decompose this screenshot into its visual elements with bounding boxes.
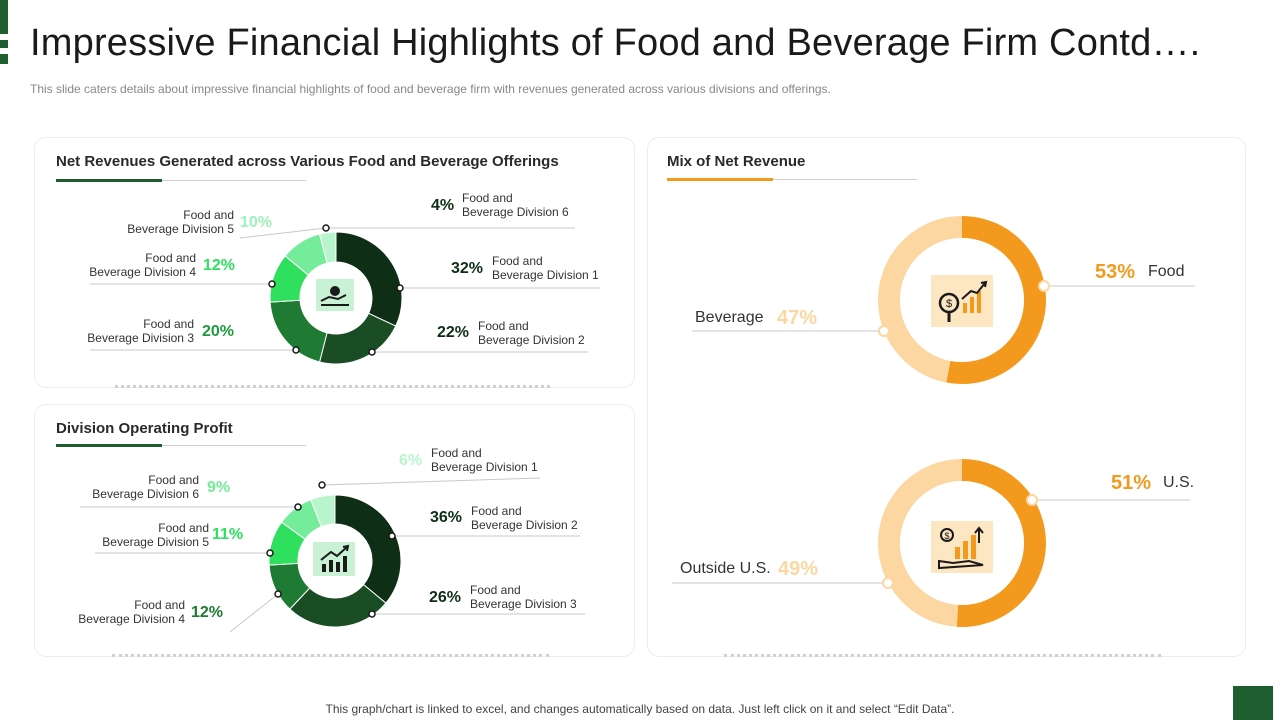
slice-value-op-d6: 9%: [207, 479, 231, 496]
slice-label-d1: Food and Beverage Division 1: [492, 254, 599, 282]
donut-slice: [878, 459, 962, 627]
slice-value-op-d5: 11%: [212, 526, 244, 543]
slice-label-op-d2: Food and Beverage Division 2: [471, 504, 578, 532]
slice-label-d6: Food and Beverage Division 6: [462, 191, 569, 219]
leader-dot: [1038, 280, 1050, 292]
leader-dot: [882, 577, 894, 589]
beverage-label: Beverage: [695, 309, 764, 326]
slice-label-d3: Food and Beverage Division 3: [87, 317, 194, 345]
svg-text:$: $: [946, 298, 952, 310]
slice-label-op-d4: Food and Beverage Division 4: [78, 598, 185, 626]
operating-profit-title: Division Operating Profit: [56, 420, 233, 437]
divider-dots: [112, 654, 549, 657]
magnifier-growth-icon: $: [931, 275, 993, 327]
leader-dot: [368, 348, 376, 356]
leader-dot: [274, 590, 282, 598]
slice-label-op-d3: Food and Beverage Division 3: [470, 583, 577, 611]
food-value: 53%: [1095, 261, 1136, 283]
slice-label-d2: Food and Beverage Division 2: [478, 319, 585, 347]
us-label: U.S.: [1163, 474, 1195, 491]
operating-profit-underline: [56, 444, 306, 447]
svg-text:$: $: [944, 531, 949, 541]
slice-value-d2: 22%: [437, 324, 470, 341]
slice-value-d4: 12%: [203, 257, 236, 274]
beverage-value: 47%: [777, 307, 818, 329]
slice-label-op-d1: Food and Beverage Division 1: [431, 446, 538, 474]
slice-label-op-d5: Food and Beverage Division 5: [102, 521, 209, 549]
leader-dot: [1026, 494, 1038, 506]
slice-label-d5: Food and Beverage Division 5: [127, 208, 234, 236]
slice-value-d3: 20%: [202, 323, 235, 340]
mix-revenue-underline: [667, 178, 917, 181]
page-title: Impressive Financial Highlights of Food …: [30, 22, 1201, 64]
slice-value-op-d1: 6%: [399, 452, 423, 469]
leader-dot: [878, 325, 890, 337]
divider-dots: [115, 385, 550, 388]
leader-line: [229, 593, 279, 633]
mix-revenue-title: Mix of Net Revenue: [667, 153, 806, 170]
slice-value-d5: 10%: [240, 214, 273, 231]
leader-dot: [322, 224, 330, 232]
leader-dot: [266, 549, 274, 557]
page-subtitle: This slide caters details about impressi…: [30, 82, 831, 96]
food-label: Food: [1148, 263, 1185, 280]
leader-line: [321, 477, 541, 486]
leader-dot: [292, 346, 300, 354]
leader-dot: [294, 503, 302, 511]
leader-dot: [396, 284, 404, 292]
slice-value-d6: 4%: [431, 197, 455, 214]
slice-value-op-d4: 12%: [191, 604, 224, 621]
hand-bar-chart-icon: $: [931, 521, 993, 573]
divider-dots: [724, 654, 1161, 657]
slice-value-op-d3: 26%: [429, 589, 462, 606]
outside-us-label: Outside U.S.: [680, 560, 771, 577]
leader-dot: [268, 280, 276, 288]
donut-slice: [878, 216, 962, 383]
slice-label-d4: Food and Beverage Division 4: [89, 251, 196, 279]
us-value: 51%: [1111, 472, 1152, 494]
slice-value-op-d2: 36%: [430, 509, 463, 526]
footer-note: This graph/chart is linked to excel, and…: [325, 702, 955, 716]
slice-label-op-d6: Food and Beverage Division 6: [92, 473, 199, 501]
growth-chart-icon: [313, 542, 355, 576]
leader-line: [239, 227, 327, 239]
slice-value-d1: 32%: [451, 260, 484, 277]
net-revenues-title: Net Revenues Generated across Various Fo…: [56, 153, 559, 170]
outside-us-value: 49%: [778, 558, 819, 580]
corner-square: [1233, 686, 1273, 720]
leader-lines: [80, 224, 1195, 633]
leader-dot: [388, 532, 396, 540]
corner-accent: [0, 0, 10, 64]
donut-slice: [956, 459, 1047, 628]
net-revenues-underline: [56, 179, 306, 182]
donut-slice: [946, 216, 1046, 384]
leader-dot: [318, 481, 326, 489]
hand-coin-icon: [316, 279, 354, 311]
leader-dot: [368, 610, 376, 618]
